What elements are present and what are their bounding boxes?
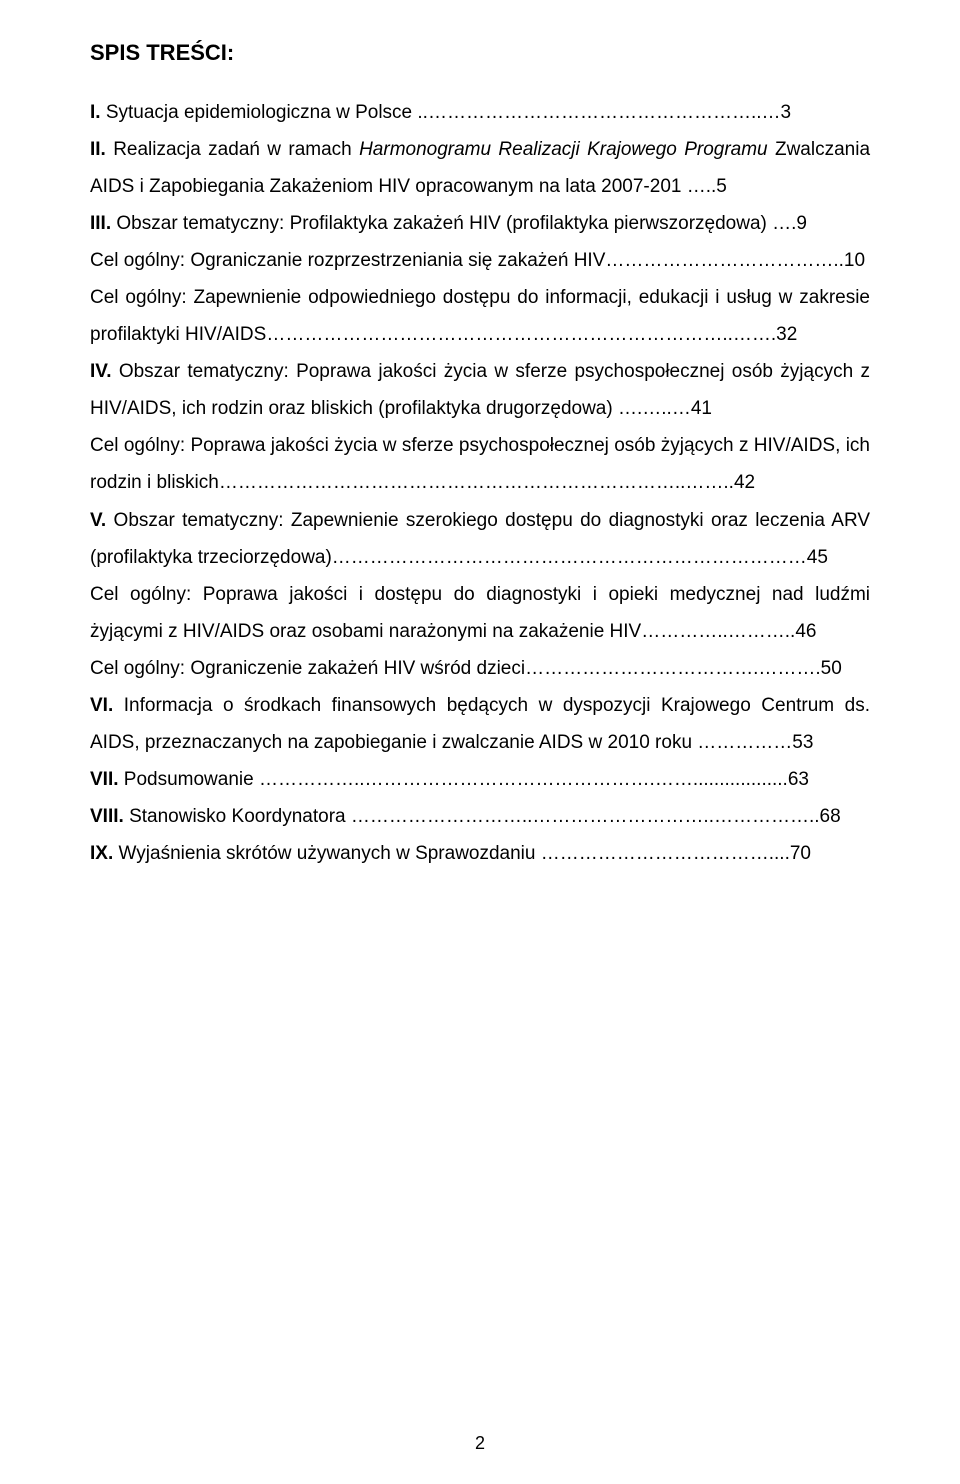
toc-entry-text: Sytuacja epidemiologiczna w Polsce ..…………	[101, 102, 792, 123]
toc-entry: Cel ogólny: Poprawa jakości i dostępu do…	[90, 576, 870, 650]
toc-entry-text: Cel ogólny: Poprawa jakości i dostępu do…	[90, 584, 870, 642]
toc-entry-prefix: V.	[90, 510, 106, 531]
toc-entry-text: Obszar tematyczny: Zapewnienie szerokieg…	[90, 510, 870, 568]
toc-entry-text: Obszar tematyczny: Poprawa jakości życia…	[90, 361, 870, 419]
toc-entry: II. Realizacja zadań w ramach Harmonogra…	[90, 131, 870, 205]
toc-entry: IX. Wyjaśnienia skrótów używanych w Spra…	[90, 835, 870, 872]
toc-entry: VII. Podsumowanie ……………..…………………………………………	[90, 761, 870, 798]
toc-entry: Cel ogólny: Ograniczenie zakażeń HIV wśr…	[90, 650, 870, 687]
toc-entry-text: Cel ogólny: Ograniczanie rozprzestrzenia…	[90, 250, 865, 271]
toc-entry-text: Wyjaśnienia skrótów używanych w Sprawozd…	[113, 843, 811, 864]
toc-entry-prefix: II.	[90, 139, 106, 160]
toc-entry-text: Cel ogólny: Ograniczenie zakażeń HIV wśr…	[90, 658, 842, 679]
toc-entry: Cel ogólny: Poprawa jakości życia w sfer…	[90, 427, 870, 501]
toc-entry-text: Stanowisko Koordynatora ………………………..………………	[124, 806, 841, 827]
toc-entry: Cel ogólny: Zapewnienie odpowiedniego do…	[90, 279, 870, 353]
toc-entry-prefix: VIII.	[90, 806, 124, 827]
toc-entries-container: I. Sytuacja epidemiologiczna w Polsce ..…	[90, 94, 870, 872]
toc-entry-text: Realizacja zadań w ramach	[106, 139, 359, 160]
toc-entry-italic: Harmonogramu Realizacji Krajowego Progra…	[359, 139, 768, 160]
toc-entry-text: Cel ogólny: Poprawa jakości życia w sfer…	[90, 435, 870, 493]
toc-entry-prefix: VI.	[90, 695, 113, 716]
toc-entry: VI. Informacja o środkach finansowych bę…	[90, 687, 870, 761]
toc-entry-text: Obszar tematyczny: Profilaktyka zakażeń …	[111, 213, 807, 234]
toc-entry: III. Obszar tematyczny: Profilaktyka zak…	[90, 205, 870, 242]
toc-heading: SPIS TREŚCI:	[90, 40, 870, 66]
toc-entry-text: Informacja o środkach finansowych będący…	[90, 695, 870, 753]
toc-entry: IV. Obszar tematyczny: Poprawa jakości ż…	[90, 353, 870, 427]
toc-entry-prefix: I.	[90, 102, 101, 123]
toc-entry: VIII. Stanowisko Koordynatora ……………………….…	[90, 798, 870, 835]
toc-entry-text: Podsumowanie ……………..……………………………………….……..…	[119, 769, 809, 790]
toc-entry-text: Cel ogólny: Zapewnienie odpowiedniego do…	[90, 287, 870, 345]
toc-entry: V. Obszar tematyczny: Zapewnienie szerok…	[90, 502, 870, 576]
toc-entry: I. Sytuacja epidemiologiczna w Polsce ..…	[90, 94, 870, 131]
toc-entry-prefix: IX.	[90, 843, 113, 864]
toc-entry-prefix: III.	[90, 213, 111, 234]
page-number: 2	[0, 1433, 960, 1454]
toc-entry: Cel ogólny: Ograniczanie rozprzestrzenia…	[90, 242, 870, 279]
document-page: SPIS TREŚCI: I. Sytuacja epidemiologiczn…	[0, 0, 960, 1484]
toc-entry-prefix: VII.	[90, 769, 119, 790]
toc-entry-prefix: IV.	[90, 361, 112, 382]
